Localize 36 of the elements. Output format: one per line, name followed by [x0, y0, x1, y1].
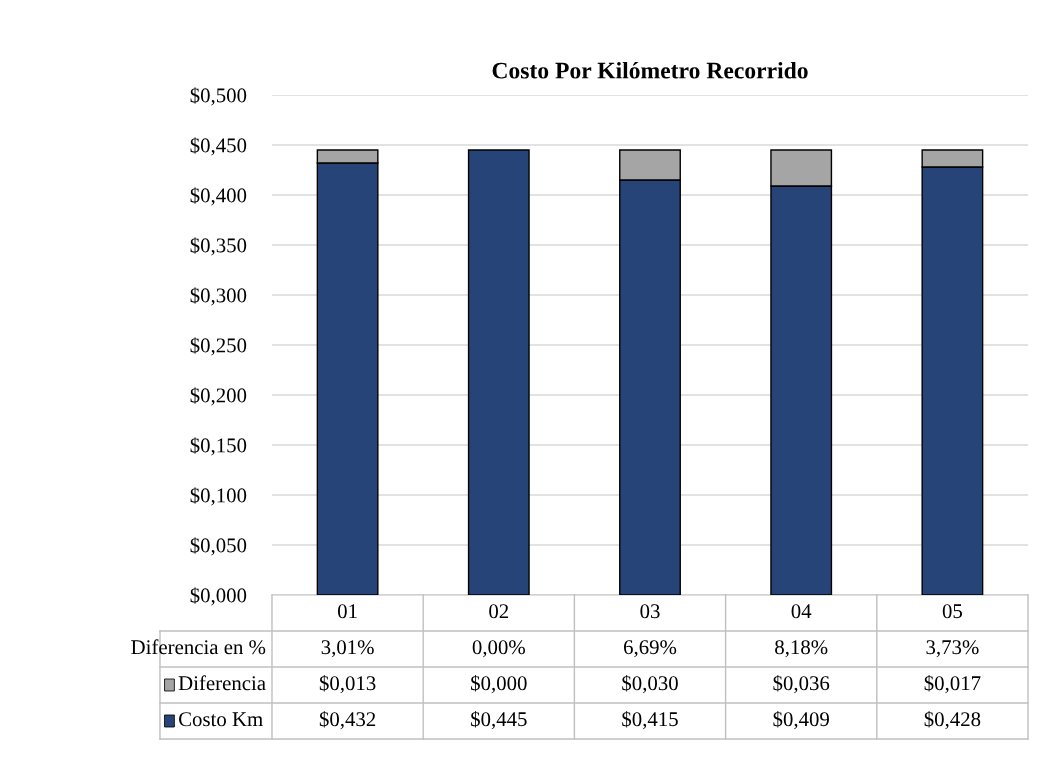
y-tick-label: $0,450 [190, 137, 247, 156]
y-tick-label: $0,050 [190, 537, 247, 556]
data-label: $0,017 [924, 674, 981, 694]
x-tick-label: 03 [640, 604, 660, 619]
y-tick-label: $0,250 [190, 337, 247, 356]
data-label: $0,000 [471, 674, 527, 694]
y-tick-label: $0,400 [190, 187, 247, 206]
x-tick-label: 05 [942, 604, 962, 619]
legend-label: Costo Km [179, 712, 263, 727]
data-label: $0,013 [319, 674, 376, 694]
x-tick-label: 02 [489, 604, 509, 619]
text: 8,18% [775, 640, 828, 658]
y-tick-label: $0,000 [190, 587, 247, 606]
x-tick-label: 04 [791, 604, 812, 619]
data-label: $0,030 [622, 674, 678, 694]
data-label: $0,409 [773, 710, 829, 730]
chart-title: Costo Por Kilómetro Recorrido [492, 61, 808, 79]
text: 0,00% [472, 640, 525, 658]
text: 6,69% [623, 640, 677, 658]
y-tick-label: $0,300 [190, 287, 247, 306]
legend-label: Diferencia [178, 675, 266, 691]
text: 3,73% [926, 640, 979, 658]
data-label: $0,415 [622, 710, 678, 730]
text: Diferencia en % [131, 639, 266, 655]
y-tick-label: $0,100 [190, 487, 247, 506]
y-tick-label: $0,150 [190, 437, 247, 456]
data-label: $0,036 [773, 674, 830, 694]
data-label: $0,445 [471, 710, 527, 730]
text: 3,01% [321, 640, 374, 658]
bar [467, 149, 530, 595]
data-label: $0,428 [924, 710, 981, 730]
y-tick-label: $0,500 [190, 87, 247, 106]
y-tick-label: $0,200 [190, 387, 247, 406]
x-tick-label: 01 [337, 604, 357, 619]
y-tick-label: $0,350 [190, 237, 247, 256]
data-label: $0,432 [319, 710, 376, 730]
